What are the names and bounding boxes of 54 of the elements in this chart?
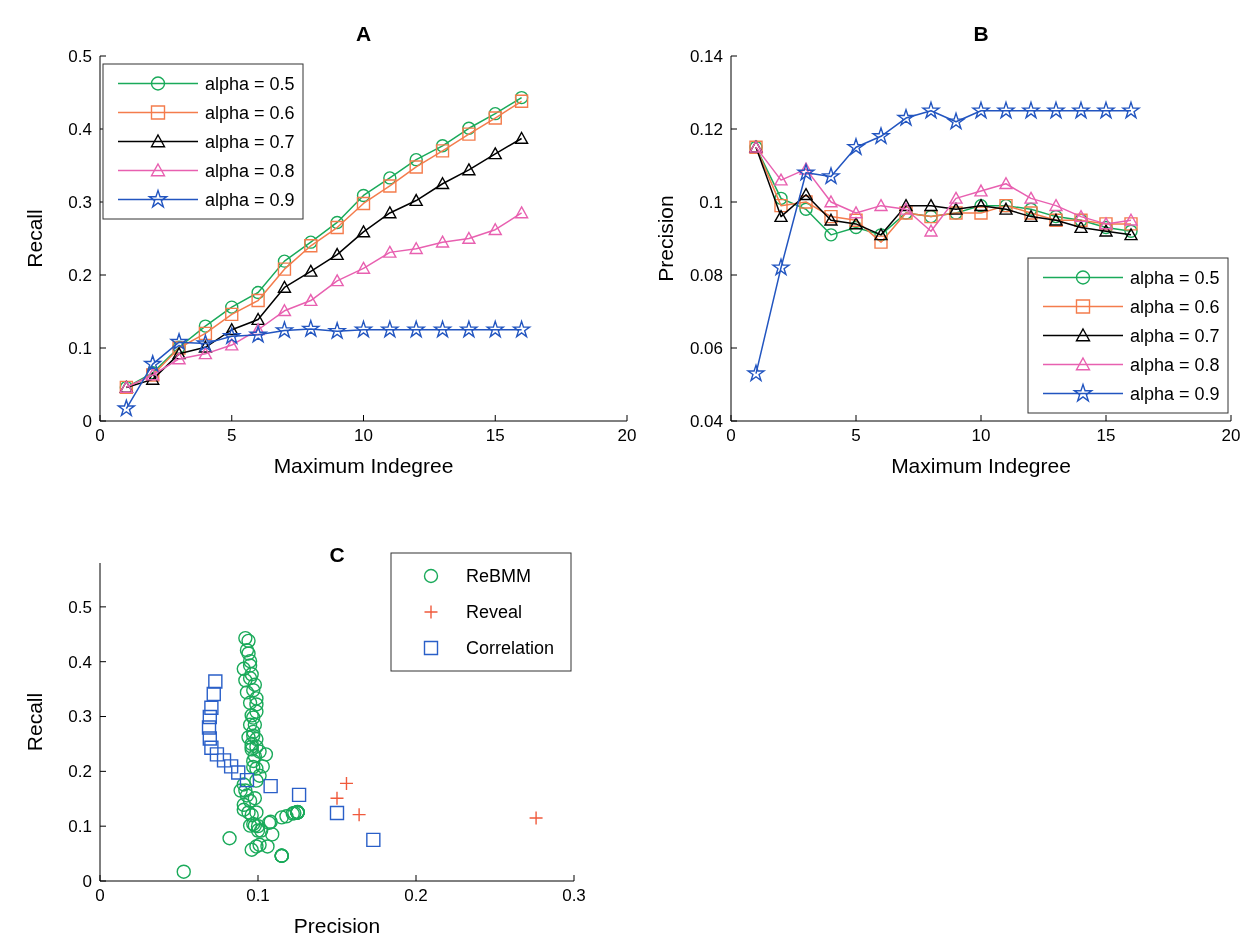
x-tick-label: 10	[971, 426, 991, 445]
x-tick-label: 5	[227, 426, 237, 445]
legend-label: Correlation	[466, 638, 555, 659]
y-axis-title: Precision	[654, 195, 677, 282]
x-tick-label: 10	[354, 426, 373, 445]
x-tick-label: 15	[485, 426, 505, 445]
chart-title: B	[973, 22, 989, 45]
y-tick-label: 0.14	[689, 46, 723, 66]
y-tick-label: 0.2	[68, 762, 92, 782]
y-axis-title: Recall	[23, 692, 46, 752]
x-axis-title: Maximum Indegree	[891, 454, 1071, 477]
legend-label: Reveal	[466, 602, 523, 623]
chart-title: C	[329, 543, 345, 566]
y-tick-label: 0.5	[68, 46, 92, 66]
legend-label: alpha = 0.9	[1130, 383, 1220, 404]
x-tick-label: 0	[95, 426, 105, 445]
x-tick-label: 5	[851, 426, 861, 445]
y-tick-label: 0.12	[689, 119, 723, 139]
y-axis-title: Recall	[23, 209, 46, 268]
x-tick-label: 0	[95, 886, 105, 905]
y-tick-label: 0	[82, 871, 92, 891]
x-tick-label: 20	[617, 426, 637, 445]
y-tick-label: 0.04	[689, 411, 723, 431]
y-tick-label: 0.4	[68, 119, 92, 139]
y-tick-label: 0.3	[68, 192, 92, 212]
y-tick-label: 0.3	[68, 707, 92, 727]
x-tick-label: 0	[726, 426, 736, 445]
legend-label: alpha = 0.6	[205, 102, 295, 123]
x-tick-label: 0.1	[246, 886, 270, 905]
y-tick-label: 0.1	[68, 338, 92, 358]
legend-label: alpha = 0.8	[1130, 354, 1220, 375]
x-axis-title: Maximum Indegree	[273, 454, 454, 477]
legend-label: alpha = 0.9	[205, 189, 295, 210]
y-tick-label: 0.06	[689, 338, 723, 358]
chart-title: A	[355, 22, 372, 45]
legend-label: alpha = 0.8	[205, 160, 295, 181]
y-tick-label: 0.4	[68, 652, 92, 672]
y-tick-label: 0.2	[68, 265, 92, 285]
y-tick-label: 0.1	[699, 192, 723, 212]
x-tick-label: 15	[1096, 426, 1116, 445]
y-tick-label: 0.1	[68, 817, 92, 837]
x-axis-title: Precision	[293, 914, 381, 937]
legend-label: alpha = 0.7	[1130, 325, 1220, 346]
legend-label: alpha = 0.5	[1130, 267, 1220, 288]
x-tick-label: 20	[1221, 426, 1241, 445]
legend-label: alpha = 0.5	[205, 73, 295, 94]
legend-label: alpha = 0.7	[205, 131, 295, 152]
y-tick-label: 0.5	[68, 597, 92, 617]
x-tick-label: 0.2	[404, 886, 428, 905]
legend-label: ReBMM	[466, 566, 532, 587]
x-tick-label: 0.3	[562, 886, 586, 905]
legend-label: alpha = 0.6	[1130, 296, 1220, 317]
y-tick-label: 0	[82, 411, 92, 431]
y-tick-label: 0.08	[689, 265, 723, 285]
